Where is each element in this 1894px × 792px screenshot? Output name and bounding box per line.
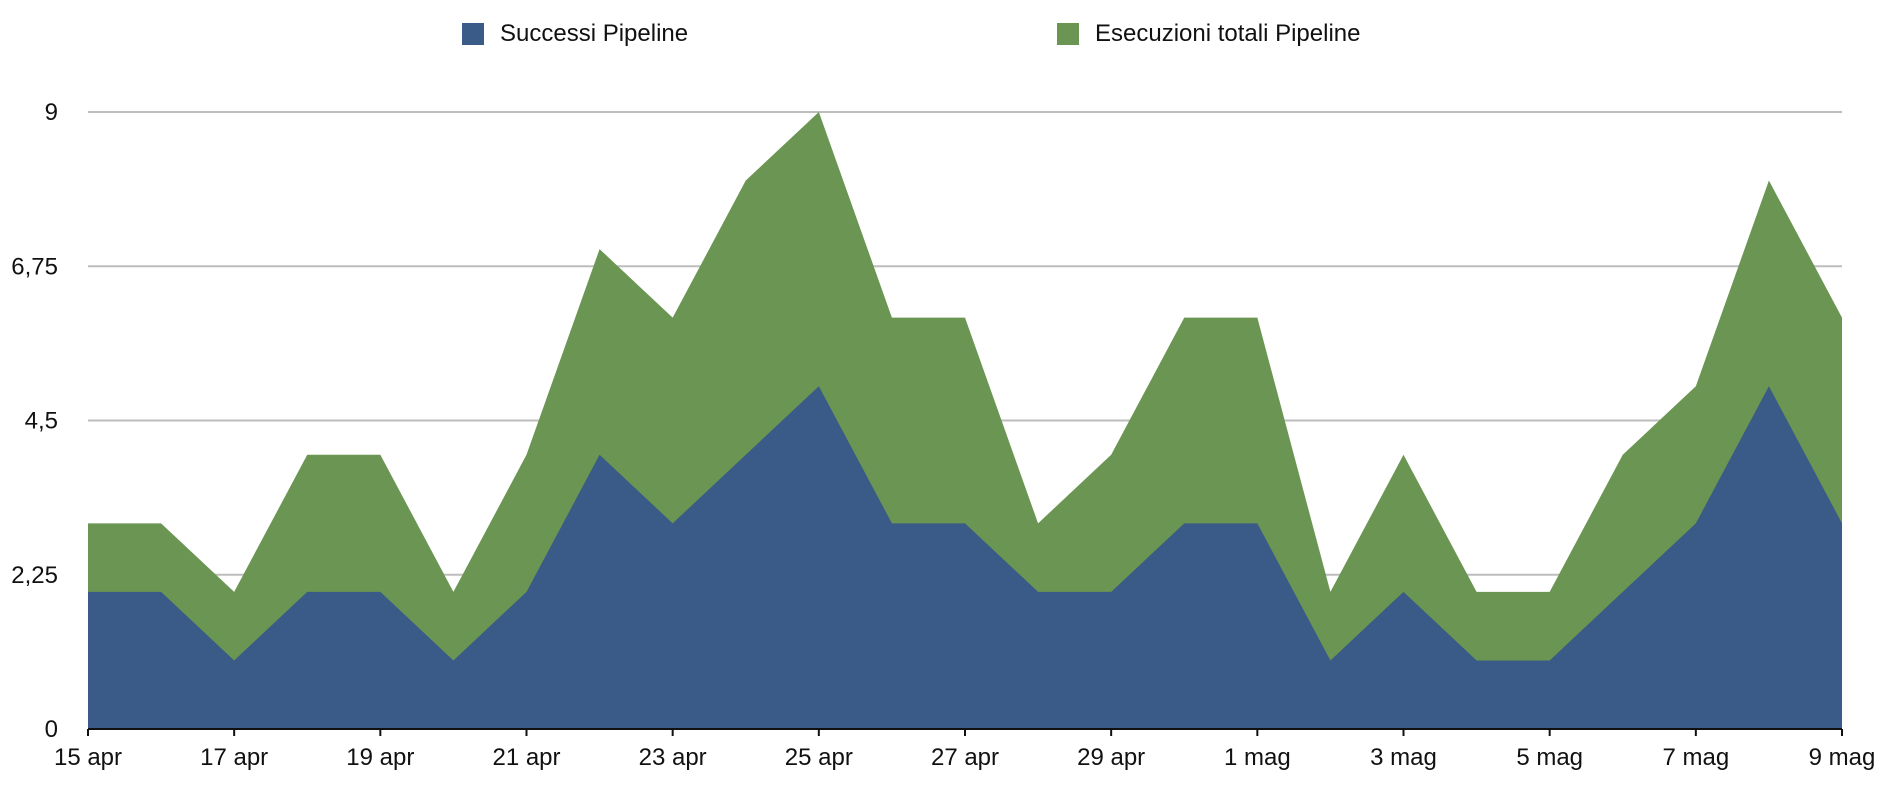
x-tick-label: 1 mag [1224, 744, 1291, 771]
legend-item-successi-pipeline: Successi Pipeline [462, 20, 688, 48]
y-tick-label: 6,75 [11, 253, 58, 280]
y-tick-label: 9 [45, 99, 58, 126]
x-tick-label: 9 mag [1809, 744, 1876, 771]
legend-item-esecuzioni-totali-pipeline: Esecuzioni totali Pipeline [1057, 20, 1361, 48]
y-tick-label: 4,5 [25, 408, 58, 435]
x-tick-label: 25 apr [785, 744, 853, 771]
x-axis-ticks: 15 apr 17 apr 19 apr 21 apr 23 apr 25 apr 27 a… [54, 729, 1875, 771]
x-tick-label: 29 apr [1077, 744, 1145, 771]
x-tick-label: 21 apr [492, 744, 560, 771]
legend-label-successi-pipeline: Successi Pipeline [500, 20, 689, 47]
y-axis-tick-labels: 0 2,25 4,5 6,75 9 [11, 99, 58, 743]
y-tick-label: 2,25 [11, 562, 58, 589]
x-tick-label: 5 mag [1516, 744, 1583, 771]
x-tick-label: 23 apr [639, 744, 707, 771]
series-area-successi-pipeline [88, 386, 1842, 729]
x-tick-label: 17 apr [200, 744, 268, 771]
x-tick-label: 27 apr [931, 744, 999, 771]
legend-swatch-esecuzioni-totali-pipeline [1057, 23, 1079, 45]
x-tick-label: 19 apr [346, 744, 414, 771]
legend-label-esecuzioni-totali-pipeline: Esecuzioni totali Pipeline [1095, 20, 1361, 47]
x-tick-label: 3 mag [1370, 744, 1437, 771]
legend-swatch-successi-pipeline [462, 23, 484, 45]
y-tick-label: 0 [45, 716, 58, 743]
series-area-esecuzioni-totali-pipeline [88, 112, 1842, 729]
legend: Successi Pipeline Esecuzioni totali Pipe… [0, 20, 1894, 50]
x-tick-label: 7 mag [1662, 744, 1729, 771]
x-tick-label: 15 apr [54, 744, 122, 771]
